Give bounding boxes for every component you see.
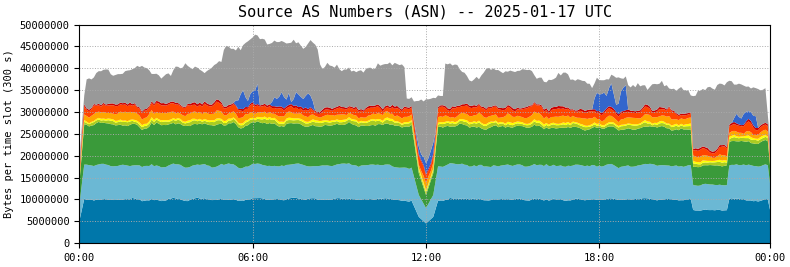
Y-axis label: Bytes per time slot (300 s): Bytes per time slot (300 s)	[4, 49, 14, 218]
Title: Source AS Numbers (ASN) -- 2025-01-17 UTC: Source AS Numbers (ASN) -- 2025-01-17 UT…	[238, 4, 612, 19]
